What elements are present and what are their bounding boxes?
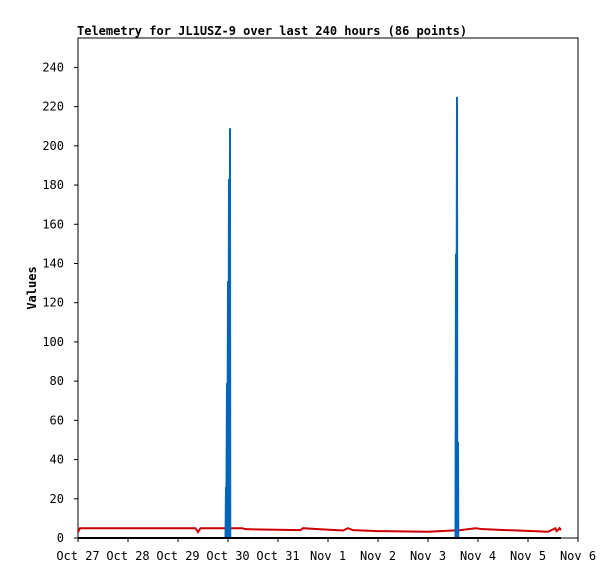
series-layer — [77, 96, 562, 539]
plot-frame — [77, 37, 579, 539]
series-line-1 — [78, 96, 460, 539]
y-axis: 0 20 40 60 80 100 120 140 160 180 200 220 240 — [42, 60, 78, 545]
y-tick-label: 140 — [42, 256, 64, 270]
y-tick-label: 120 — [42, 296, 64, 310]
x-tick-label: Oct 27 — [56, 549, 99, 563]
series-line-0 — [77, 526, 562, 534]
y-tick-label: 220 — [42, 100, 64, 114]
y-tick-label: 80 — [50, 374, 64, 388]
chart-title: Telemetry for JL1USZ-9 over last 240 hou… — [77, 24, 467, 38]
x-tick-label: Oct 31 — [256, 549, 299, 563]
x-tick-label: Nov 1 — [310, 549, 346, 563]
x-tick-label: Nov 5 — [510, 549, 546, 563]
y-tick-label: 100 — [42, 335, 64, 349]
x-tick-label: Nov 3 — [410, 549, 446, 563]
y-tick-label: 40 — [50, 453, 64, 467]
y-tick-label: 180 — [42, 178, 64, 192]
x-tick-label: Nov 4 — [460, 549, 496, 563]
y-tick-label: 20 — [50, 492, 64, 506]
y-tick-label: 240 — [42, 60, 64, 74]
x-tick-label: Oct 28 — [106, 549, 149, 563]
x-tick-label: Nov 6 — [560, 549, 596, 563]
y-tick-label: 200 — [42, 139, 64, 153]
x-tick-label: Nov 2 — [360, 549, 396, 563]
y-axis-label: Values — [25, 266, 39, 309]
y-tick-label: 160 — [42, 217, 64, 231]
x-axis: Oct 27 Oct 28 Oct 29 Oct 30 Oct 31 Nov 1 Nov 2… — [56, 538, 596, 563]
y-tick-label: 60 — [50, 413, 64, 427]
y-tick-label: 0 — [57, 531, 64, 545]
x-tick-label: Oct 29 — [156, 549, 199, 563]
x-tick-label: Oct 30 — [206, 549, 249, 563]
